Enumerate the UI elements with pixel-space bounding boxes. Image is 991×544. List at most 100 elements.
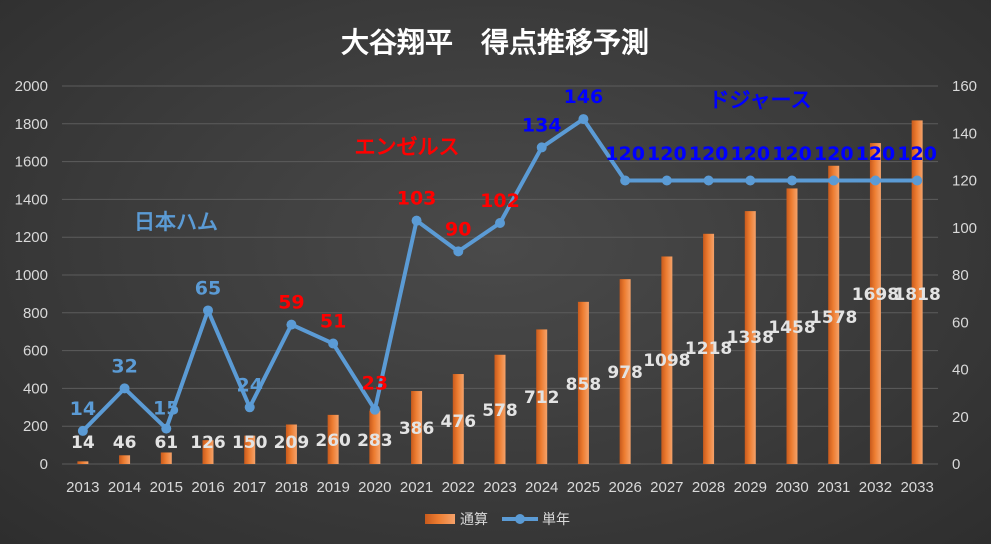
bar-data-label: 1818 [893,285,940,305]
bar-data-label: 1338 [727,328,774,348]
line-data-label: 120 [647,143,687,165]
line-point [578,114,589,125]
line-point [411,215,422,226]
team-annotation: 日本ハム [134,210,218,234]
line-point [119,383,130,394]
line-data-label: 120 [856,143,896,165]
x-tick-label: 2027 [650,479,683,496]
y-left-tick-label: 200 [23,418,48,435]
team-annotation: エンゼルス [355,135,460,159]
x-tick-label: 2018 [275,479,308,496]
y-left-tick-label: 400 [23,380,48,397]
line-point [787,175,797,186]
bar [703,233,715,464]
bar-data-label: 386 [399,419,435,439]
y-right-tick-label: 40 [952,362,969,379]
bar [77,461,89,464]
y-left-tick-label: 1200 [15,229,48,246]
line-point [870,175,881,186]
x-tick-label: 2014 [108,479,141,496]
x-tick-label: 2026 [608,479,641,496]
y-right-tick-label: 60 [952,314,969,331]
legend: 通算 単年 [425,512,570,528]
line-data-label: 120 [814,143,854,165]
x-tick-label: 2032 [859,479,892,496]
bar-data-label: 283 [357,431,393,451]
axes: 0 200 400 600 800 1000 1200 1400 1600 1800 2000 0 20… [15,78,977,496]
bar-data-label: 712 [524,388,560,408]
line-point [453,246,464,257]
bar [411,391,423,464]
x-tick-label: 2021 [400,479,433,496]
line-data-label: 120 [605,143,645,165]
y-left-tick-label: 1400 [15,191,48,208]
bar-data-label: 14 [71,433,95,453]
bar [244,435,256,464]
y-left-tick-label: 0 [40,456,48,473]
bar [744,211,756,464]
line-series [77,114,923,436]
line-point [77,425,88,436]
x-tick-label: 2025 [567,479,600,496]
y-left-tick-label: 2000 [15,78,48,95]
y-right-tick-label: 100 [952,220,977,237]
line-data-label: 120 [730,143,770,165]
line-data-label: 51 [320,311,346,333]
y-right-tick-label: 20 [952,409,969,426]
bar-data-label: 1098 [643,351,690,371]
bar [619,279,631,464]
y-right-tick-label: 0 [952,456,960,473]
y-right-tick-label: 120 [952,173,977,190]
bar [285,424,297,464]
legend-line-label: 単年 [542,512,570,528]
bar [452,374,464,464]
line-point [286,319,297,330]
chart-title: 大谷翔平 得点推移予測 [341,26,649,59]
y-right-tick-label: 160 [952,78,977,95]
y-right-tick-label: 80 [952,267,969,284]
bar-data-label: 1458 [768,318,815,338]
line-point [203,305,213,316]
bar [160,452,172,464]
line-data-label: 102 [480,190,520,212]
x-tick-label: 2017 [233,479,266,496]
line-data-label: 120 [689,143,729,165]
line-data-label: 32 [111,355,137,377]
y-left-tick-label: 1000 [15,267,48,284]
bar-data-label: 1578 [810,308,857,328]
bar [202,440,214,464]
bar [369,410,381,464]
bar [119,455,131,464]
legend-line-marker [515,514,525,524]
line-data-label: 146 [564,86,604,108]
bar-data-label: 46 [113,433,137,453]
line-point [161,423,172,434]
bar-data-label: 126 [190,433,226,453]
bar-data-label: 209 [274,433,310,453]
line-data-label: 15 [153,398,179,420]
line-data-label: 120 [897,143,937,165]
x-tick-label: 2016 [191,479,224,496]
bar-data-label: 1698 [852,285,899,305]
bar [828,165,840,464]
x-tick-label: 2022 [442,479,475,496]
x-tick-label: 2031 [817,479,850,496]
x-tick-label: 2019 [316,479,349,496]
line-point [369,404,380,415]
line-data-label: 65 [195,277,221,299]
team-annotation: ドジャース [709,88,812,112]
y-left-tick-label: 1600 [15,154,48,171]
line-point [244,402,255,413]
bar [661,256,673,464]
y-left-tick-label: 1800 [15,116,48,133]
x-tick-label: 2033 [900,479,933,496]
bar-data-label: 978 [607,363,643,383]
bar [494,354,506,464]
bar-data-label: 476 [441,412,477,432]
bar [786,188,798,465]
line-point [620,175,631,186]
line-point [828,175,839,186]
